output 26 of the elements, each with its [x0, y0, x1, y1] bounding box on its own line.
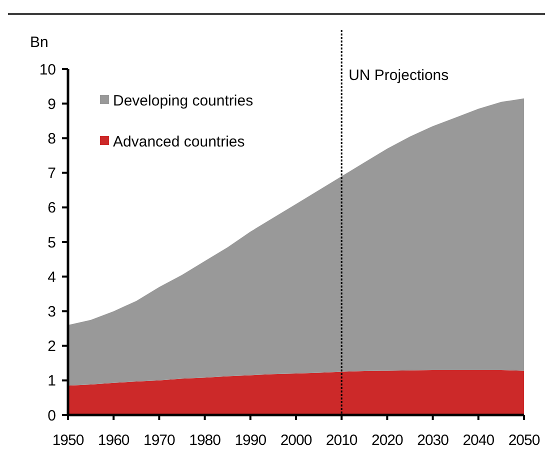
x-tick-label: 2030 — [417, 432, 449, 449]
x-tick-label: 2020 — [372, 432, 404, 449]
y-tick-label: 0 — [48, 407, 56, 424]
y-tick-label: 9 — [48, 96, 56, 113]
y-tick-label: 1 — [48, 372, 56, 390]
y-tick-label: 8 — [48, 130, 56, 148]
x-tick-label: 2050 — [508, 432, 540, 449]
y-tick-label: 2 — [48, 338, 56, 356]
y-tick-label: 6 — [48, 200, 56, 217]
legend-label: Developing countries — [113, 92, 254, 110]
y-tick-label: 10 — [39, 61, 56, 78]
x-tick-label: 1960 — [98, 432, 130, 449]
y-tick-label: 4 — [48, 268, 56, 286]
x-tick-label: 2040 — [462, 432, 494, 449]
x-tick-label: 2000 — [280, 432, 312, 449]
y-tick-label: 7 — [48, 165, 56, 182]
x-tick-label: 1990 — [234, 432, 266, 449]
x-tick-label: 1950 — [52, 432, 84, 449]
x-tick-label: 1980 — [189, 432, 221, 449]
x-tick-label: 2010 — [326, 432, 358, 449]
ref-line-label: UN Projections — [348, 67, 449, 84]
x-tick-label: 1970 — [144, 432, 176, 449]
y-axis-title: Bn — [30, 34, 48, 51]
y-tick-label: 5 — [48, 234, 56, 252]
y-tick-label: 3 — [48, 303, 56, 320]
legend-label: Advanced countries — [113, 133, 245, 150]
